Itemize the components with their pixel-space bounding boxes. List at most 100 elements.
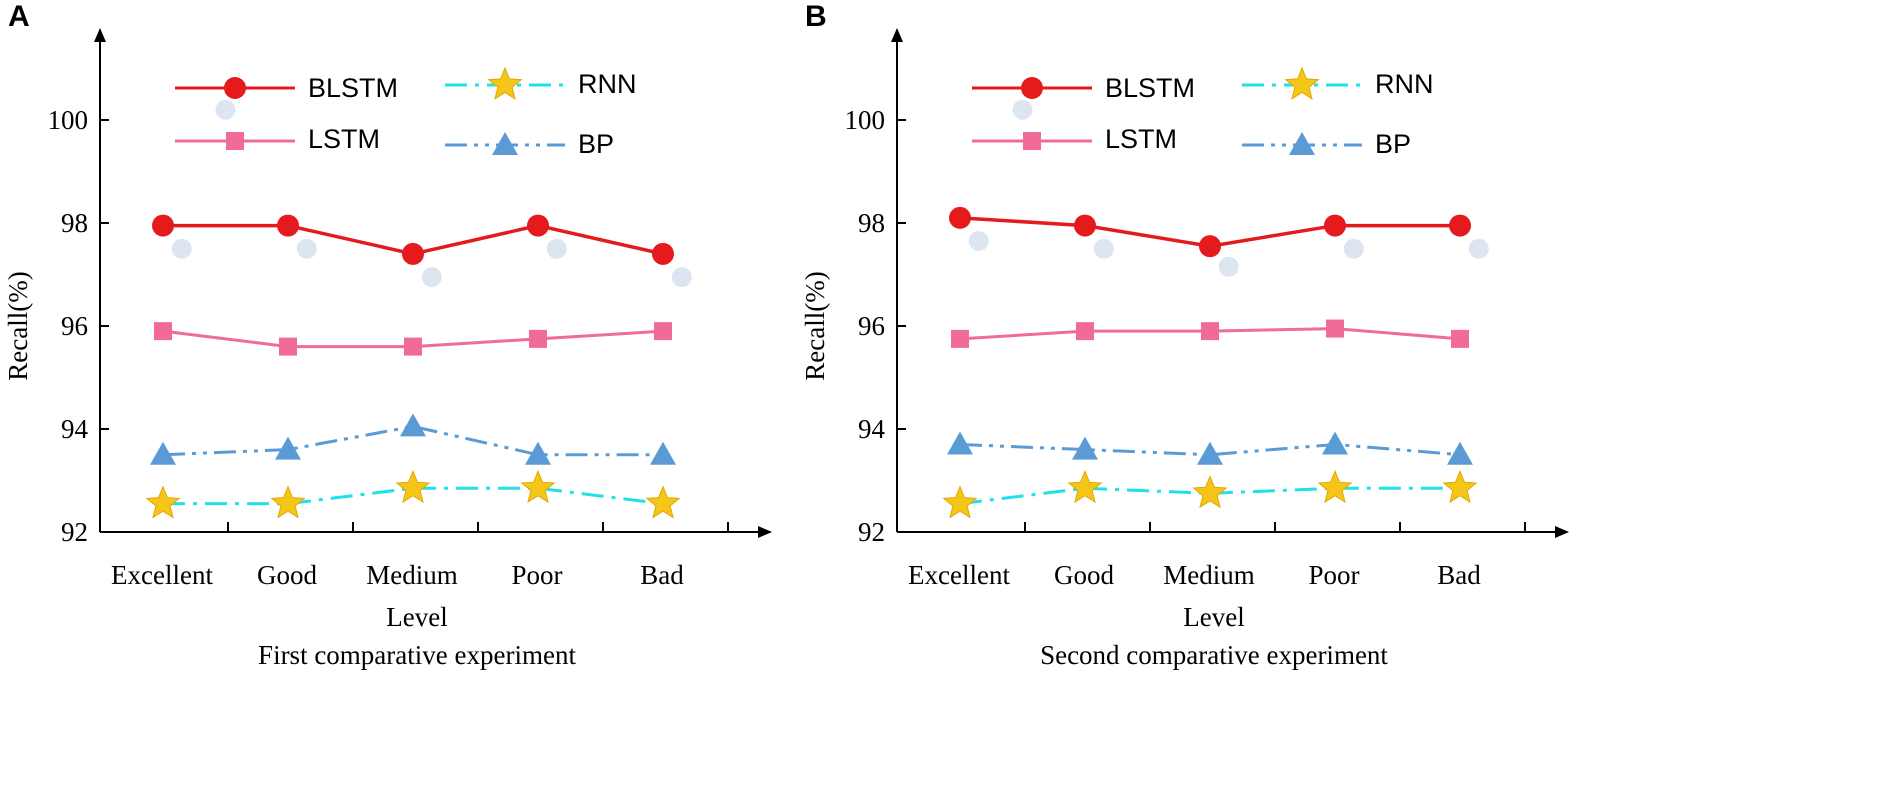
legend-label-rnn: RNN bbox=[578, 69, 637, 99]
point-bp-excellent bbox=[947, 431, 973, 455]
x-tick-label-bad: Bad bbox=[1437, 560, 1481, 590]
chart-caption: Second comparative experiment bbox=[1040, 640, 1388, 670]
ghost-marker bbox=[1468, 238, 1489, 259]
legend-marker-lstm bbox=[226, 132, 244, 150]
point-blstm-poor bbox=[1324, 214, 1346, 237]
point-blstm-excellent bbox=[949, 206, 971, 229]
point-lstm-bad bbox=[1451, 329, 1469, 348]
ghost-marker bbox=[421, 267, 442, 288]
y-tick-label: 100 bbox=[48, 105, 89, 135]
x-tick-label-excellent: Excellent bbox=[111, 560, 213, 590]
legend-marker-lstm bbox=[1023, 132, 1041, 150]
ghost-marker bbox=[968, 231, 989, 252]
y-tick-label: 96 bbox=[61, 311, 88, 341]
y-axis-title: Recall(%) bbox=[800, 271, 830, 380]
point-blstm-medium bbox=[402, 242, 424, 265]
point-blstm-bad bbox=[652, 242, 674, 265]
point-lstm-excellent bbox=[951, 329, 969, 348]
point-rnn-medium bbox=[395, 469, 431, 504]
point-rnn-medium bbox=[1192, 475, 1228, 509]
ghost-marker bbox=[171, 238, 192, 259]
point-lstm-poor bbox=[1326, 319, 1344, 338]
x-tick-label-medium: Medium bbox=[1163, 560, 1255, 590]
ghost-marker bbox=[1093, 238, 1114, 259]
x-axis-title: Level bbox=[1183, 602, 1244, 632]
ghost-marker bbox=[215, 99, 236, 120]
point-bp-good bbox=[1072, 436, 1098, 460]
legend-marker-rnn bbox=[487, 66, 523, 100]
point-lstm-good bbox=[279, 337, 297, 356]
point-blstm-excellent bbox=[152, 214, 174, 237]
legend-label-bp: BP bbox=[1375, 129, 1411, 159]
chart-panel-a: A 92 94 96 98 100 Excellent Good Medium Poor Bad Re… bbox=[3, 0, 772, 670]
point-rnn-excellent bbox=[942, 485, 978, 519]
y-tick-label: 98 bbox=[858, 208, 885, 238]
point-rnn-excellent bbox=[145, 485, 181, 519]
legend-label-lstm: LSTM bbox=[308, 124, 380, 154]
ghost-marker bbox=[1343, 238, 1364, 259]
ghost-marker bbox=[1012, 99, 1033, 120]
y-tick-label: 92 bbox=[61, 517, 88, 547]
point-bp-poor bbox=[525, 441, 551, 465]
y-tick-label: 94 bbox=[858, 414, 886, 444]
x-tick-label-good: Good bbox=[257, 560, 317, 590]
y-tick-label: 100 bbox=[845, 105, 886, 135]
legend-label-bp: BP bbox=[578, 129, 614, 159]
point-blstm-good bbox=[277, 214, 299, 237]
panel-letter: B bbox=[805, 0, 827, 33]
x-tick-label-poor: Poor bbox=[511, 560, 562, 590]
point-rnn-poor bbox=[1317, 469, 1353, 504]
chart-panel-b: B 92 94 96 98 100 Excellent Good Medium Poor Bad Re… bbox=[800, 0, 1569, 670]
legend-marker-blstm bbox=[224, 77, 246, 99]
x-tick-label-excellent: Excellent bbox=[908, 560, 1010, 590]
point-rnn-bad bbox=[1442, 469, 1478, 504]
point-blstm-medium bbox=[1199, 235, 1221, 258]
point-lstm-bad bbox=[654, 322, 672, 341]
y-axis-title: Recall(%) bbox=[3, 271, 33, 380]
point-rnn-bad bbox=[645, 485, 681, 519]
x-axis-title: Level bbox=[386, 602, 447, 632]
point-lstm-medium bbox=[1201, 322, 1219, 341]
point-bp-good bbox=[275, 436, 301, 460]
x-tick-label-poor: Poor bbox=[1308, 560, 1359, 590]
point-bp-bad bbox=[1447, 441, 1473, 465]
y-tick-label: 96 bbox=[858, 311, 885, 341]
ghost-marker bbox=[296, 238, 317, 259]
legend-label-rnn: RNN bbox=[1375, 69, 1434, 99]
point-lstm-excellent bbox=[154, 322, 172, 341]
x-tick-label-good: Good bbox=[1054, 560, 1114, 590]
legend-marker-bp bbox=[1289, 132, 1315, 155]
legend-label-blstm: BLSTM bbox=[308, 73, 398, 103]
point-blstm-good bbox=[1074, 214, 1096, 237]
point-rnn-good bbox=[1067, 469, 1103, 504]
x-tick-label-bad: Bad bbox=[640, 560, 684, 590]
ghost-marker bbox=[1218, 256, 1239, 277]
legend-marker-bp bbox=[492, 132, 518, 155]
point-bp-excellent bbox=[150, 441, 176, 465]
point-rnn-good bbox=[270, 485, 306, 519]
point-lstm-poor bbox=[529, 329, 547, 348]
legend-marker-rnn bbox=[1284, 66, 1320, 100]
point-blstm-poor bbox=[527, 214, 549, 237]
chart-caption: First comparative experiment bbox=[258, 640, 576, 670]
legend-marker-blstm bbox=[1021, 77, 1043, 99]
ghost-marker bbox=[671, 267, 692, 288]
point-blstm-bad bbox=[1449, 214, 1471, 237]
series-line-bp bbox=[959, 442, 1461, 457]
ghost-marker bbox=[546, 238, 567, 259]
legend-label-blstm: BLSTM bbox=[1105, 73, 1195, 103]
x-tick-label-medium: Medium bbox=[366, 560, 458, 590]
point-bp-poor bbox=[1322, 431, 1348, 455]
point-lstm-medium bbox=[404, 337, 422, 356]
y-tick-label: 98 bbox=[61, 208, 88, 238]
y-tick-label: 94 bbox=[61, 414, 89, 444]
panel-letter: A bbox=[8, 0, 30, 33]
point-bp-medium bbox=[400, 413, 426, 437]
legend-label-lstm: LSTM bbox=[1105, 124, 1177, 154]
point-bp-bad bbox=[650, 441, 676, 465]
point-bp-medium bbox=[1197, 441, 1223, 465]
series-line-bp bbox=[162, 424, 663, 457]
point-lstm-good bbox=[1076, 322, 1094, 341]
y-tick-label: 92 bbox=[858, 517, 885, 547]
